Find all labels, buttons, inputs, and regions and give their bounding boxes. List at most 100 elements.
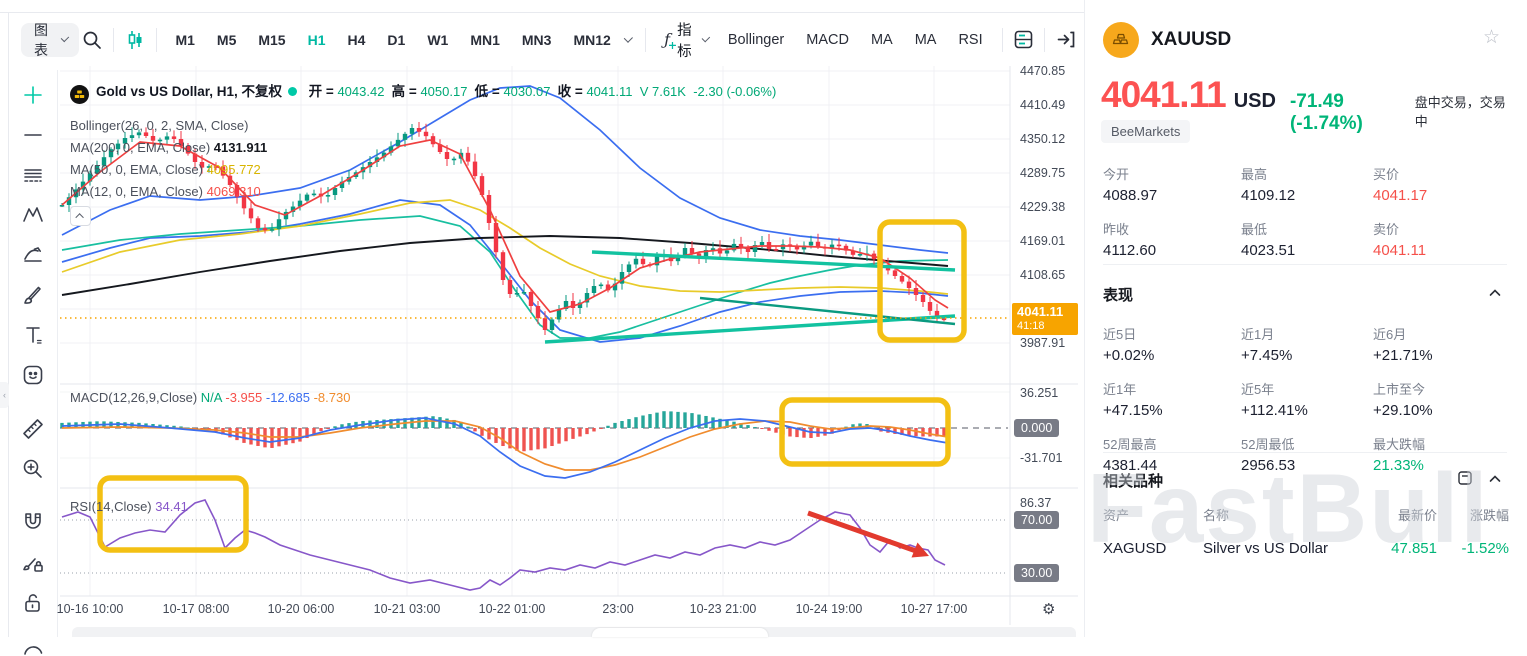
layout-split-icon xyxy=(1014,30,1033,49)
curved-arrow-tool[interactable] xyxy=(19,242,47,268)
panel-open-icon xyxy=(1057,31,1074,48)
timeframe-mn12[interactable]: MN12 xyxy=(573,31,611,48)
symbol-name: XAUUSD xyxy=(1151,29,1232,50)
symbol-avatar xyxy=(1103,22,1139,58)
perf-1m: 近1月 +7.45% xyxy=(1241,327,1293,364)
unlock-tool[interactable] xyxy=(19,590,47,616)
indicator-shortcut-macd[interactable]: MACD xyxy=(806,31,849,48)
perf-all: 上市至今 +29.10% xyxy=(1373,382,1433,419)
rsi-legend[interactable]: RSI(14,Close) 34.41 xyxy=(70,499,188,514)
related-row-change: -1.52% xyxy=(1461,540,1509,557)
sticker-tool[interactable] xyxy=(19,362,47,388)
brush-lock-tool[interactable] xyxy=(19,550,47,576)
toggle-panel-button[interactable] xyxy=(1053,23,1079,57)
timeframe-h1[interactable]: H1 xyxy=(307,31,326,48)
status-dot xyxy=(288,87,298,96)
timeframe-m5[interactable]: M5 xyxy=(216,31,237,48)
function-icon: ƒ + xyxy=(664,30,678,52)
zoom-in-tool[interactable] xyxy=(19,456,47,482)
magnet-tool[interactable] xyxy=(19,510,47,536)
stat-open: 今开 4088.97 xyxy=(1103,167,1158,204)
search-icon xyxy=(83,31,101,49)
timeframe-m15[interactable]: M15 xyxy=(258,31,286,48)
related-row-asset[interactable]: XAGUSD xyxy=(1103,540,1167,557)
perf-5d: 近5日 +0.02% xyxy=(1103,327,1155,364)
indicator-shortcut-bollinger[interactable]: Bollinger xyxy=(727,31,785,48)
price-axis-label: 4169.01 xyxy=(1020,234,1066,248)
perf-6m: 近6月 +21.71% xyxy=(1373,327,1433,364)
divider xyxy=(112,27,114,52)
parallel-lines-tool[interactable] xyxy=(19,162,47,188)
search-button[interactable] xyxy=(79,23,105,57)
indicator-legend-bollinger[interactable]: Bollinger(26, 0, 2, SMA, Close) xyxy=(70,118,249,133)
chart-settings-gear-icon[interactable]: ⚙ xyxy=(1042,601,1056,618)
trend-line-tool[interactable] xyxy=(19,122,47,148)
crosshair-tool[interactable] xyxy=(19,82,47,108)
annotation-rectangle-2[interactable] xyxy=(779,397,951,467)
annotation-arrow-head xyxy=(911,542,929,558)
timeframe-list: M1 M5 M15 H1 H4 D1 W1 MN1 MN3 MN12 xyxy=(164,26,621,54)
divider xyxy=(1044,27,1046,52)
price-axis-label: 4289.75 xyxy=(1020,166,1066,180)
timeframe-d1[interactable]: D1 xyxy=(387,31,406,48)
divider xyxy=(645,27,647,52)
trendline-secondary[interactable] xyxy=(699,296,956,326)
indicator-shortcut-ma-2[interactable]: MA xyxy=(870,31,893,48)
macd-axis-top: 36.251 xyxy=(1020,386,1059,400)
broker-badge[interactable]: BeeMarkets xyxy=(1101,120,1191,143)
annotation-rectangle-1[interactable] xyxy=(877,219,967,343)
macd-legend[interactable]: MACD(12,26,9,Close) N/A -3.955 -12.685 -… xyxy=(70,390,351,405)
candlestick-icon xyxy=(128,30,142,49)
perf-52w-low: 52周最低 2956.53 xyxy=(1241,437,1296,474)
price-axis-label: 3987.91 xyxy=(1020,336,1066,350)
panel-collapse-handle[interactable]: ‹ xyxy=(0,382,9,408)
related-row-name[interactable]: Silver vs US Dollar xyxy=(1203,540,1329,557)
perf-5y: 近5年 +112.41% xyxy=(1241,382,1308,419)
indicator-shortcut-ma-3[interactable]: MA xyxy=(914,31,937,48)
timeframe-h4[interactable]: H4 xyxy=(347,31,366,48)
timeframe-m1[interactable]: M1 xyxy=(175,31,195,48)
annotation-arrow[interactable] xyxy=(807,510,917,554)
divider xyxy=(1103,452,1507,453)
last-price: 4041.11 xyxy=(1101,74,1227,115)
annotation-rectangle-3[interactable] xyxy=(97,475,249,553)
col-name: 名称 xyxy=(1203,508,1230,523)
price-axis-label: 4470.85 xyxy=(1020,64,1066,78)
brush-tool[interactable] xyxy=(19,282,47,308)
chart-menu-button[interactable]: 图表 xyxy=(21,22,80,58)
timeframe-w1[interactable]: W1 xyxy=(427,31,449,48)
layout-split-button[interactable] xyxy=(1010,23,1036,57)
indicator-legend-ma50[interactable]: MA(50, 0, EMA, Close) 4095.772 xyxy=(70,162,261,177)
zigzag-wave-tool[interactable] xyxy=(19,202,47,228)
related-list-icon[interactable] xyxy=(1457,470,1473,486)
indicators-menu-button[interactable]: ƒ + 指标 xyxy=(664,19,711,61)
trendline-resistance[interactable] xyxy=(591,250,956,272)
stat-prev-close: 昨收 4112.60 xyxy=(1103,222,1157,259)
indicator-legend-ma12[interactable]: MA(12, 0, EMA, Close) 4069.310 xyxy=(70,184,261,199)
indicator-shortcut-rsi[interactable]: RSI xyxy=(958,31,983,48)
current-price-tag: 4041.11 41:18 xyxy=(1012,303,1078,335)
legend-collapse-button[interactable] xyxy=(70,206,91,226)
price-axis-label: 4229.38 xyxy=(1020,200,1066,214)
time-axis-label: 10-17 08:00 xyxy=(162,602,230,616)
chart-scrollbar-thumb[interactable] xyxy=(592,628,768,637)
related-collapse-chevron-icon[interactable] xyxy=(1489,473,1501,485)
gold-bars-icon xyxy=(1112,33,1129,45)
indicator-legend-ma200[interactable]: MA(200, 0, EMA, Close) 4131.911 xyxy=(70,140,268,155)
trendline-support[interactable] xyxy=(544,314,956,344)
divider xyxy=(1001,27,1003,52)
performance-collapse-chevron-icon[interactable] xyxy=(1489,287,1501,299)
candle-style-button[interactable] xyxy=(122,23,148,57)
favorite-star-icon[interactable]: ☆ xyxy=(1483,27,1501,48)
chart-canvas[interactable] xyxy=(0,0,1080,637)
macd-axis-bottom: -31.701 xyxy=(1020,451,1063,465)
text-tool-icon xyxy=(26,327,42,344)
chart-panel: Gold vs US Dollar, H1, 不复权 开 = 4043.42 高… xyxy=(0,0,1080,637)
timeframe-mn3[interactable]: MN3 xyxy=(521,31,552,48)
timeframe-mn1[interactable]: MN1 xyxy=(470,31,500,48)
chart-scrollbar-track[interactable] xyxy=(72,627,1076,637)
brush-lock-icon xyxy=(23,558,43,572)
col-asset: 资产 xyxy=(1103,508,1130,523)
text-tool-tool[interactable] xyxy=(19,322,47,348)
ruler-tool[interactable] xyxy=(19,416,47,442)
